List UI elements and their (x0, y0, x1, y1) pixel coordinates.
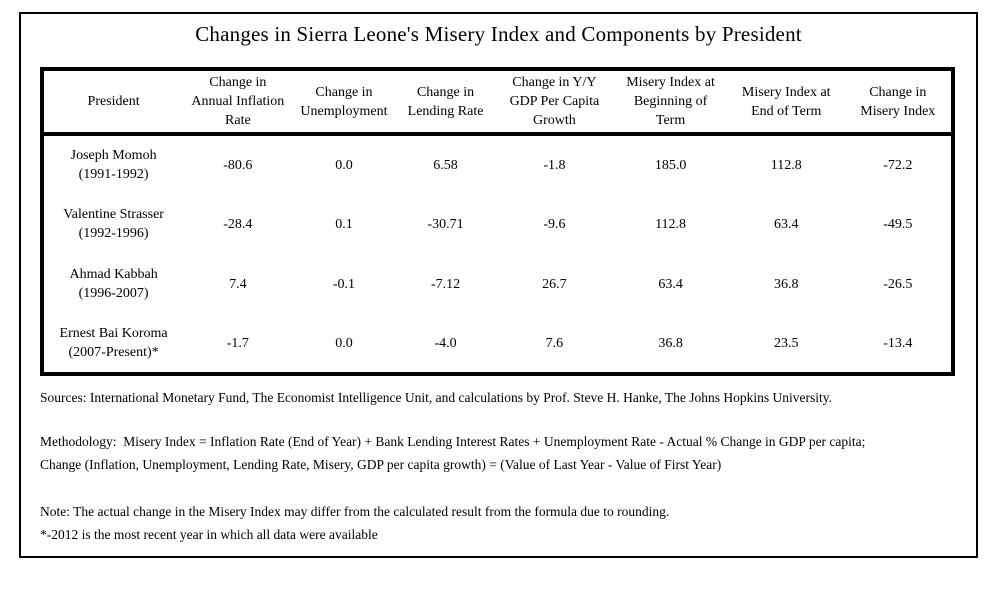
value-cell: -1.7 (226, 335, 249, 351)
president-cell: Joseph Momoh (1991-1992) (42, 134, 183, 194)
value-cell: 0.1 (335, 216, 353, 232)
value-cell: -26.5 (883, 276, 913, 292)
value-cell: 112.8 (770, 157, 802, 173)
column-header-unemployment-change: Change in Unemployment (292, 69, 396, 136)
header-row: President Change in Annual Inflation Rat… (42, 69, 953, 136)
value-cell: -13.4 (883, 335, 913, 351)
methodology-note-line1: Methodology: Misery Index = Inflation Ra… (40, 434, 866, 449)
value-cell: 7.4 (229, 276, 247, 292)
table-row: Valentine Strasser (1992-1996) -28.4 0.1… (42, 194, 953, 254)
president-term: (1996-2007) (78, 286, 149, 301)
column-header-president: President (42, 69, 184, 136)
president-cell: Ernest Bai Koroma (2007-Present)* (42, 314, 183, 374)
value-cell: -72.2 (883, 157, 913, 173)
value-cell: -28.4 (223, 216, 253, 232)
value-cell: -30.71 (427, 216, 464, 232)
value-cell: 185.0 (654, 157, 687, 173)
column-header-lending-change: Change in Lending Rate (395, 69, 496, 136)
table-row: Ahmad Kabbah (1996-2007) 7.4 -0.1 -7.12 … (42, 254, 953, 314)
value-cell: 63.4 (774, 216, 799, 232)
president-cell: Ahmad Kabbah (1996-2007) (42, 254, 183, 314)
value-cell: -49.5 (883, 216, 913, 232)
president-term: (2007-Present)* (68, 345, 159, 360)
value-cell: 0.0 (335, 157, 353, 173)
value-cell: 7.6 (545, 335, 564, 351)
president-name: Valentine Strasser (63, 207, 164, 222)
page-title: Changes in Sierra Leone's Misery Index a… (195, 22, 802, 46)
table-row: Joseph Momoh (1991-1992) -80.6 0.0 6.58 … (42, 134, 953, 194)
value-cell: 63.4 (658, 276, 683, 292)
table-row: Ernest Bai Koroma (2007-Present)* -1.7 0… (42, 314, 953, 374)
value-cell: -7.12 (430, 276, 461, 292)
sources-note: Sources: International Monetary Fund, Th… (40, 390, 832, 405)
value-cell: 112.8 (655, 216, 687, 232)
president-term: (1992-1996) (78, 226, 149, 241)
column-header-misery-begin: Misery Index at Beginning of Term (613, 69, 728, 136)
misery-index-table: President Change in Annual Inflation Rat… (40, 67, 955, 376)
column-header-inflation-change: Change in Annual Inflation Rate (183, 69, 293, 136)
column-header-gdp-change: Change in Y/Y GDP Per Capita Growth (495, 69, 614, 136)
president-term: (1991-1992) (78, 167, 149, 182)
president-name: Joseph Momoh (70, 148, 157, 163)
asterisk-note: *-2012 is the most recent year in which … (40, 527, 378, 542)
value-cell: 23.5 (774, 335, 799, 351)
value-cell: -4.0 (434, 335, 457, 351)
footnotes: Sources: International Monetary Fund, Th… (40, 386, 945, 546)
column-header-misery-end: Misery Index at End of Term (727, 69, 845, 136)
value-cell: -1.8 (543, 157, 566, 173)
column-header-misery-change: Change in Misery Index (844, 69, 953, 136)
value-cell: -0.1 (332, 276, 356, 292)
value-cell: -80.6 (223, 157, 253, 173)
president-name: Ernest Bai Koroma (59, 326, 168, 341)
value-cell: 36.8 (658, 335, 683, 351)
value-cell: -9.6 (543, 216, 566, 232)
president-name: Ahmad Kabbah (69, 267, 158, 282)
value-cell: 6.58 (433, 157, 458, 173)
rounding-note: Note: The actual change in the Misery In… (40, 504, 670, 519)
president-cell: Valentine Strasser (1992-1996) (42, 194, 183, 254)
value-cell: 0.0 (335, 335, 353, 351)
methodology-note-line2: Change (Inflation, Unemployment, Lending… (40, 457, 722, 472)
page-frame: Changes in Sierra Leone's Misery Index a… (19, 12, 978, 558)
value-cell: 36.8 (774, 276, 799, 292)
value-cell: 26.7 (542, 276, 567, 292)
